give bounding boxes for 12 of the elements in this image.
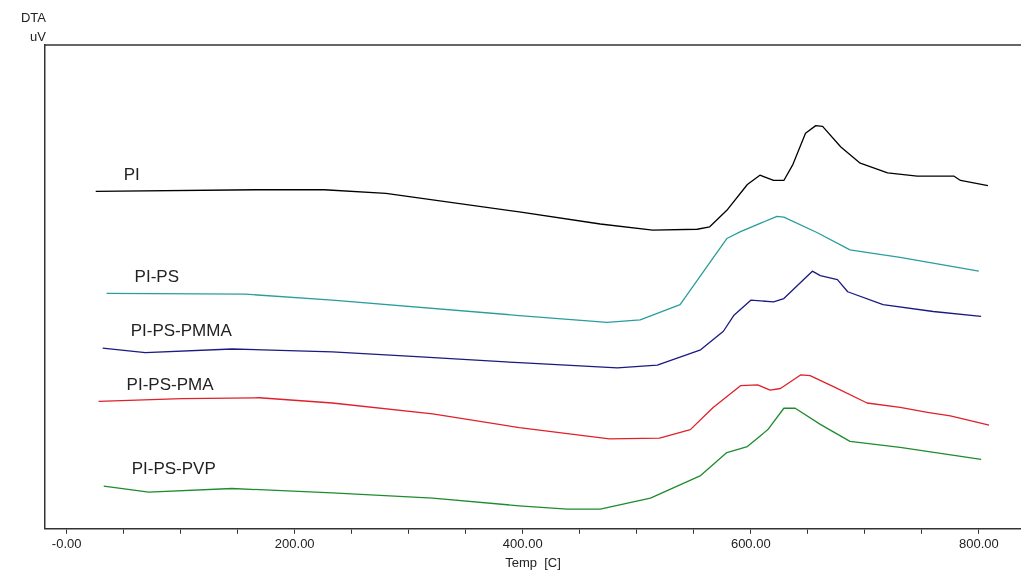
x-axis-title: Temp [C]	[505, 554, 561, 570]
series-label: PI	[123, 164, 140, 184]
text: DTA uV	[19, 9, 46, 46]
x-tick-label: 800.00	[958, 536, 999, 552]
series-label: PI-PS-PVP	[131, 459, 216, 479]
series-label: PI-PS	[134, 266, 179, 286]
x-tick-label: 400.00	[502, 536, 543, 552]
series-label: PI-PS-PMA	[126, 374, 215, 394]
x-tick-label: 200.00	[274, 536, 315, 552]
x-tick-label: 600.00	[730, 536, 771, 552]
x-tick-label: -0.00	[51, 536, 82, 552]
series-label: PI-PS-PMMA	[130, 321, 233, 341]
